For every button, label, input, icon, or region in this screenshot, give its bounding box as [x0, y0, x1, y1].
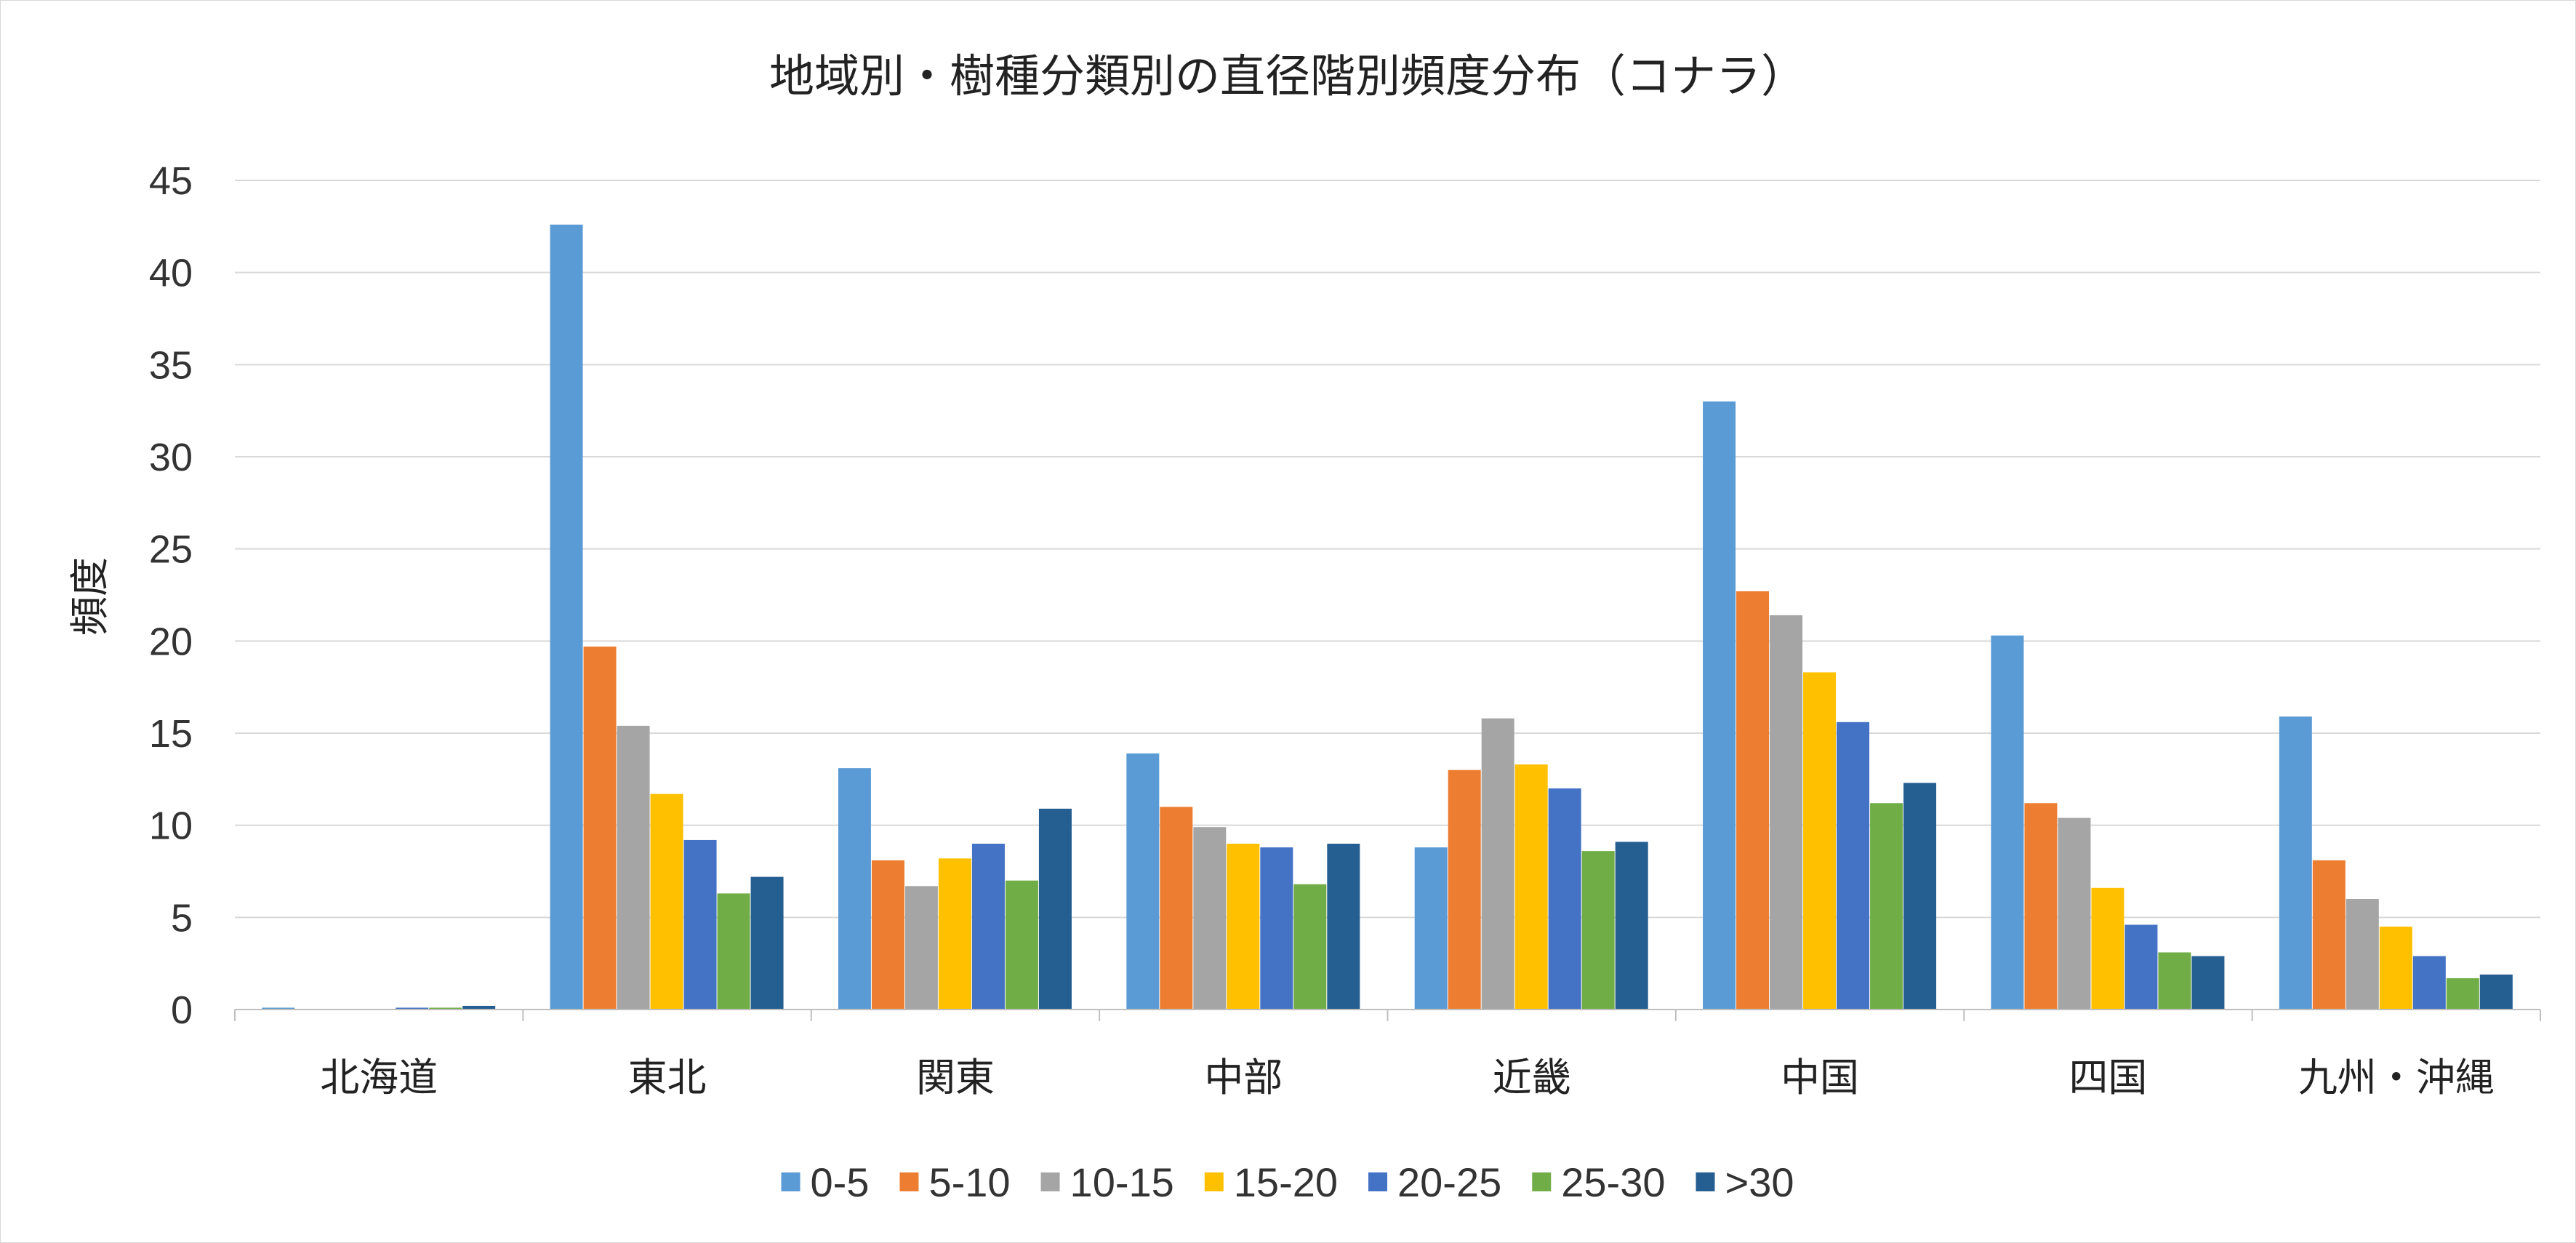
bar — [2091, 887, 2124, 1010]
bar — [262, 1007, 295, 1010]
bar — [1615, 842, 1648, 1010]
bar — [1227, 844, 1260, 1010]
y-tick-labels: 0 5 10 15 20 25 30 35 40 45 — [149, 159, 193, 1032]
y-tick-label: 0 — [171, 988, 193, 1032]
legend-swatch — [1204, 1172, 1224, 1191]
legend: 0-5 5-10 10-15 15-20 20-25 25-30 >30 — [781, 1159, 1794, 1205]
legend-swatch — [1532, 1172, 1552, 1191]
bar — [838, 768, 871, 1010]
bar — [683, 839, 717, 1010]
legend-label: 10-15 — [1070, 1159, 1174, 1205]
bar — [1903, 783, 1937, 1010]
bar — [2479, 974, 2513, 1010]
y-tick-label: 20 — [149, 620, 193, 663]
bar — [1448, 770, 1481, 1010]
bar — [2158, 952, 2191, 1010]
bar — [1770, 615, 1803, 1010]
bar — [971, 844, 1005, 1010]
bar — [2024, 803, 2058, 1010]
y-tick-label: 45 — [149, 159, 193, 203]
bar — [938, 858, 971, 1010]
legend-swatch — [1696, 1172, 1715, 1191]
y-tick-label: 25 — [149, 528, 193, 572]
legend-swatch — [1368, 1172, 1388, 1191]
bar — [1581, 851, 1615, 1010]
bar — [1481, 718, 1514, 1010]
bar — [2058, 818, 2091, 1010]
bar — [1548, 788, 1581, 1010]
bar — [1870, 803, 1903, 1010]
x-tick-labels: 北海道 東北 関東 中部 近畿 中国 四国 九州・沖縄 — [320, 1055, 2495, 1100]
bar — [1514, 764, 1548, 1010]
legend-swatch — [899, 1172, 919, 1191]
bar — [1038, 808, 1072, 1010]
x-tick-label: 九州・沖縄 — [2298, 1055, 2495, 1100]
bar — [871, 860, 904, 1010]
bar — [2124, 924, 2158, 1010]
bar — [717, 893, 750, 1010]
chart-title: 地域別・樹種分類別の直径階別頻度分布（コナラ） — [769, 49, 1806, 103]
bar — [1293, 884, 1327, 1010]
y-tick-label: 40 — [149, 252, 193, 295]
bar — [1991, 635, 2024, 1010]
legend-swatch — [781, 1172, 801, 1191]
legend-label: 0-5 — [811, 1159, 870, 1205]
legend-label: 20-25 — [1397, 1159, 1501, 1205]
bar — [2279, 716, 2312, 1010]
bar — [2379, 927, 2412, 1010]
legend-label: 15-20 — [1234, 1159, 1338, 1205]
y-tick-label: 5 — [171, 896, 193, 940]
bar — [1414, 847, 1448, 1010]
legend-swatch — [1040, 1172, 1060, 1191]
bar — [1736, 591, 1770, 1010]
x-tick-label: 中部 — [1204, 1055, 1283, 1100]
bar — [429, 1007, 462, 1010]
legend-label: >30 — [1725, 1159, 1794, 1205]
bar — [2412, 956, 2446, 1010]
bar — [2312, 860, 2346, 1010]
bar — [750, 876, 784, 1010]
bar — [2191, 956, 2225, 1010]
x-tick-label: 四国 — [2069, 1055, 2147, 1100]
x-tick-label: 北海道 — [320, 1055, 438, 1100]
bar — [1803, 672, 1837, 1010]
y-tick-label: 15 — [149, 712, 193, 756]
x-tick-label: 近畿 — [1493, 1055, 1571, 1100]
bar — [1327, 844, 1360, 1010]
bar — [1260, 847, 1293, 1010]
y-tick-label: 10 — [149, 804, 193, 848]
bar — [2346, 899, 2379, 1010]
bar — [1193, 827, 1227, 1010]
x-tick-label: 東北 — [628, 1055, 707, 1100]
bar-series — [262, 224, 2513, 1010]
bar — [396, 1007, 429, 1010]
bar — [1703, 401, 1736, 1010]
x-tick-label: 関東 — [916, 1055, 995, 1100]
axes — [234, 1009, 2541, 1021]
legend-label: 25-30 — [1561, 1159, 1665, 1205]
bar — [2446, 978, 2479, 1010]
y-axis-label: 頻度 — [67, 557, 113, 636]
legend-label: 5-10 — [928, 1159, 1010, 1205]
bar — [550, 224, 583, 1010]
y-tick-label: 30 — [149, 436, 193, 479]
bar — [462, 1005, 496, 1010]
bar — [1126, 753, 1160, 1010]
bar — [617, 725, 650, 1010]
bar — [1005, 880, 1038, 1010]
bar — [650, 794, 683, 1010]
bar — [1160, 807, 1193, 1010]
bar — [583, 646, 617, 1010]
x-tick-label: 中国 — [1781, 1055, 1859, 1100]
bar — [1837, 722, 1870, 1010]
bar — [904, 886, 938, 1010]
y-tick-label: 35 — [149, 343, 193, 387]
